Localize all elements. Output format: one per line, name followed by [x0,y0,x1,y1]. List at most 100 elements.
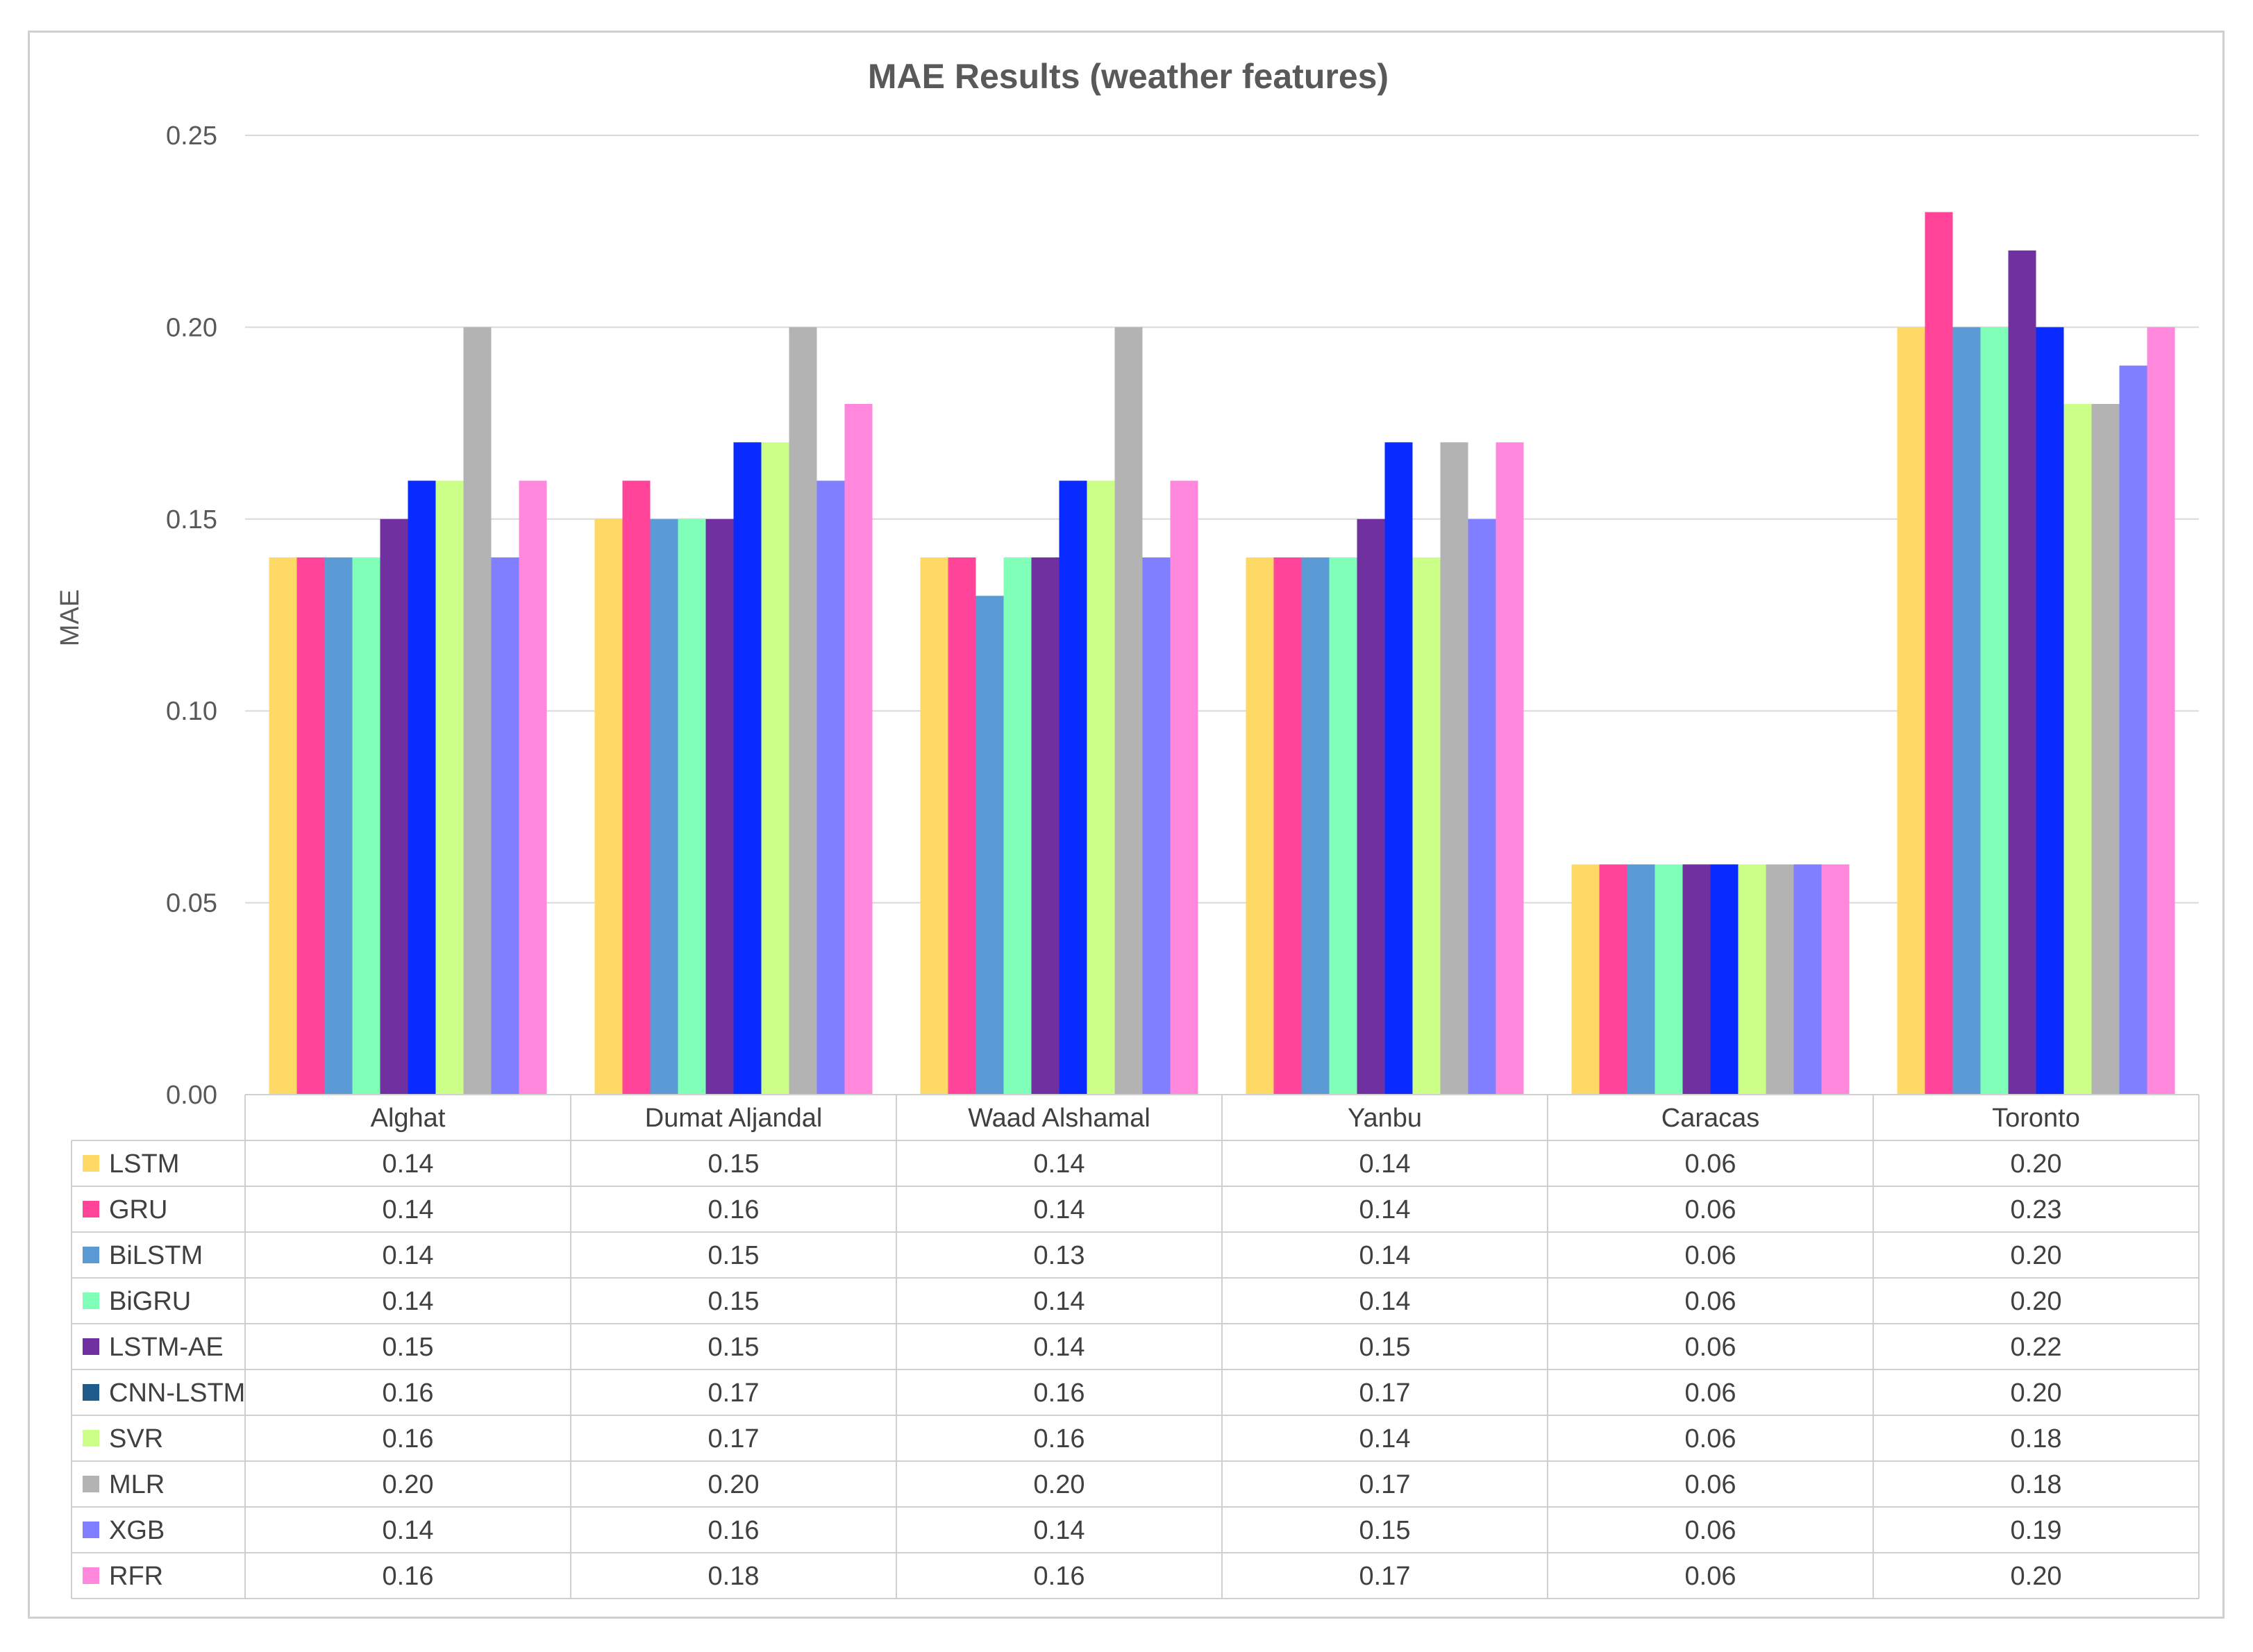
bar-cnn-lstm-1 [733,442,762,1095]
bar-mlr-3 [1440,442,1468,1095]
table-cell-value: 0.14 [1034,1149,1085,1179]
legend-label: BiLSTM [109,1241,203,1270]
bar-bigru-1 [678,519,706,1095]
bar-rfr-0 [519,480,547,1095]
legend-key-rfr [83,1567,99,1584]
bar-gru-4 [1599,864,1627,1095]
bar-xgb-1 [816,480,845,1095]
y-tick-label: 0.05 [166,889,217,918]
table-cell-value: 0.14 [1359,1149,1411,1179]
bar-xgb-4 [1793,864,1822,1095]
table-cell-value: 0.17 [708,1379,760,1408]
bar-svr-3 [1412,557,1441,1095]
table-cell-value: 0.20 [2011,1287,2062,1316]
category-label: Toronto [1992,1104,2080,1133]
table-cell-value: 0.06 [1685,1149,1736,1179]
table-cell-value: 0.06 [1685,1516,1736,1545]
bar-lstm-2 [920,557,948,1095]
mae-bar-chart: MAE Results (weather features) MAE 0.000… [56,57,2200,1599]
table-cell-value: 0.16 [1034,1424,1085,1453]
table-cell-value: 0.14 [1359,1287,1411,1316]
bars [269,212,2175,1095]
table-cell-value: 0.15 [708,1333,760,1362]
y-tick-label: 0.10 [166,697,217,726]
legend-label: MLR [109,1470,165,1499]
bar-bigru-3 [1329,557,1357,1095]
table-cell-value: 0.14 [1034,1195,1085,1224]
bar-lstm-4 [1571,864,1600,1095]
table-cell-value: 0.06 [1685,1333,1736,1362]
bar-svr-1 [761,442,789,1095]
bar-mlr-1 [789,327,817,1095]
bar-gru-0 [296,557,325,1095]
bar-svr-4 [1738,864,1766,1095]
bar-xgb-3 [1468,519,1496,1095]
table-cell-value: 0.06 [1685,1562,1736,1591]
table-cell-value: 0.22 [2011,1333,2062,1362]
bar-svr-5 [2063,403,2092,1095]
bar-svr-2 [1087,480,1115,1095]
bar-lstm-ae-0 [380,519,408,1095]
table-cell-value: 0.16 [1034,1379,1085,1408]
table-cell-value: 0.16 [383,1379,434,1408]
table-cell-value: 0.18 [708,1562,760,1591]
bar-cnn-lstm-0 [408,480,436,1095]
table-cell-value: 0.14 [383,1241,434,1270]
table-cell-value: 0.06 [1685,1241,1736,1270]
table-cell-value: 0.15 [708,1149,760,1179]
legend-label: XGB [109,1516,165,1545]
table-cell-value: 0.14 [1359,1195,1411,1224]
bar-bilstm-4 [1627,864,1655,1095]
table-cell-value: 0.14 [383,1516,434,1545]
bar-mlr-4 [1766,864,1794,1095]
legend-key-cnn-lstm [83,1384,99,1401]
table-cell-value: 0.17 [708,1424,760,1453]
legend-key-svr [83,1430,99,1447]
bar-cnn-lstm-2 [1059,480,1087,1095]
legend-label: GRU [109,1195,167,1224]
y-tick-label: 0.25 [166,121,217,151]
table-cell-value: 0.14 [1034,1333,1085,1362]
legend-label: LSTM [109,1149,179,1179]
bar-bilstm-1 [650,519,678,1095]
legend-label: RFR [109,1562,163,1591]
bar-xgb-2 [1142,557,1171,1095]
table-cell-value: 0.17 [1359,1470,1411,1499]
legend-key-mlr [83,1476,99,1492]
bar-lstm-ae-2 [1031,557,1060,1095]
bar-rfr-3 [1496,442,1524,1095]
table-cell-value: 0.15 [383,1333,434,1362]
legend-label: LSTM-AE [109,1333,224,1362]
table-cell-value: 0.15 [708,1241,760,1270]
bar-rfr-2 [1170,480,1198,1095]
table-cell-value: 0.14 [1359,1424,1411,1453]
bar-xgb-0 [491,557,519,1095]
bar-bigru-4 [1655,864,1683,1095]
legend-key-lstm-ae [83,1338,99,1355]
bar-cnn-lstm-5 [2036,327,2064,1095]
table-cell-value: 0.20 [708,1470,760,1499]
bar-lstm-3 [1246,557,1274,1095]
bar-gru-1 [622,480,651,1095]
table-cell-value: 0.06 [1685,1195,1736,1224]
table-cell-value: 0.14 [383,1195,434,1224]
chart-frame: MAE Results (weather features) MAE 0.00 0… [28,31,2225,1619]
table-cell-value: 0.16 [1034,1562,1085,1591]
table-cell-value: 0.20 [2011,1379,2062,1408]
bar-lstm-ae-3 [1357,519,1385,1095]
category-label: Waad Alshamal [968,1104,1150,1133]
table-cell-value: 0.19 [2011,1516,2062,1545]
bar-bigru-0 [352,557,380,1095]
table-cell-value: 0.06 [1685,1287,1736,1316]
table-cell-value: 0.20 [2011,1149,2062,1179]
legend-key-gru [83,1201,99,1217]
bar-lstm-ae-1 [705,519,734,1095]
legend-key-lstm [83,1155,99,1172]
table-cell-value: 0.17 [1359,1379,1411,1408]
table-cell-value: 0.06 [1685,1470,1736,1499]
bar-rfr-1 [844,403,873,1095]
table-cell-value: 0.20 [2011,1241,2062,1270]
bar-rfr-5 [2147,327,2175,1095]
table-cell-value: 0.16 [708,1516,760,1545]
category-label: Alghat [371,1104,446,1133]
